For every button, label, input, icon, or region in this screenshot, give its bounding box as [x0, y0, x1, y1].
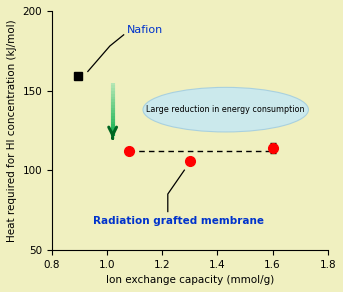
X-axis label: Ion exchange capacity (mmol/g): Ion exchange capacity (mmol/g) — [106, 275, 274, 285]
Y-axis label: Heat required for HI concentration (kJ/mol): Heat required for HI concentration (kJ/m… — [7, 19, 17, 242]
Text: Large reduction in energy consumption: Large reduction in energy consumption — [146, 105, 305, 114]
Text: Radiation grafted membrane: Radiation grafted membrane — [93, 216, 264, 226]
Ellipse shape — [143, 87, 308, 132]
Text: Nafion: Nafion — [127, 25, 163, 35]
